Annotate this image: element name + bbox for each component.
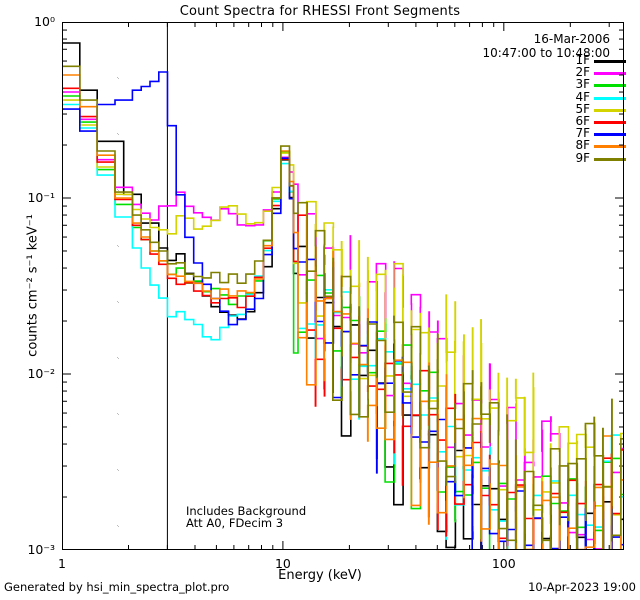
legend-item-1f: 1F bbox=[556, 53, 626, 68]
legend-color-swatch bbox=[594, 133, 626, 137]
legend-label: 9F bbox=[575, 150, 590, 165]
x-axis-label: Energy (keV) bbox=[278, 568, 362, 583]
x-tick-label: 100 bbox=[491, 556, 516, 571]
legend-color-swatch bbox=[594, 157, 626, 161]
render-timestamp: 10-Apr-2023 19:00 bbox=[528, 580, 636, 594]
observation-date: 16-Mar-2006 bbox=[533, 32, 610, 46]
legend-label: 7F bbox=[575, 126, 590, 141]
legend-color-swatch bbox=[594, 60, 626, 63]
legend-item-7f: 7F bbox=[556, 126, 626, 141]
y-tick-label: 10⁰ bbox=[34, 14, 55, 29]
legend-item-4f: 4F bbox=[556, 89, 626, 105]
plot-frame bbox=[62, 22, 624, 550]
attenuator-note: Att A0, FDecim 3 bbox=[186, 516, 284, 530]
generator-credit: Generated by hsi_min_spectra_plot.pro bbox=[4, 580, 230, 594]
legend-label: 4F bbox=[575, 89, 590, 104]
legend-label: 8F bbox=[575, 138, 590, 153]
legend-item-3f: 3F bbox=[556, 77, 626, 92]
legend-item-8f: 8F bbox=[556, 138, 626, 153]
legend-color-swatch bbox=[594, 120, 626, 124]
y-tick-label: 10⁻² bbox=[27, 366, 55, 381]
legend-label: 2F bbox=[575, 65, 590, 80]
background-note: Includes Background bbox=[186, 504, 307, 518]
legend-item-6f: 6F bbox=[556, 113, 626, 129]
legend-color-swatch bbox=[594, 145, 626, 149]
chart-plot-area: Includes Background Att A0, FDecim 3 bbox=[62, 22, 624, 550]
legend-label: 3F bbox=[575, 77, 590, 92]
x-tick-label: 1 bbox=[58, 556, 66, 571]
observation-interval: 10:47:00 to 10:48:00 bbox=[482, 46, 610, 60]
legend-label: 5F bbox=[575, 101, 590, 116]
legend-color-swatch bbox=[594, 84, 626, 88]
legend-label: 1F bbox=[575, 53, 590, 67]
y-tick-label: 10⁻¹ bbox=[27, 190, 55, 205]
spectrum-line-9f bbox=[62, 65, 624, 550]
legend-color-swatch bbox=[594, 96, 626, 100]
legend-item-5f: 5F bbox=[556, 101, 626, 117]
x-tick-label: 10 bbox=[274, 556, 291, 571]
legend-color-swatch bbox=[594, 108, 626, 112]
y-tick-label: 10⁻³ bbox=[27, 542, 55, 557]
legend-color-swatch bbox=[594, 72, 626, 76]
legend-item-2f: 2F bbox=[556, 65, 626, 80]
spectra-svg bbox=[62, 22, 624, 550]
legend: 1F 2F 3F 4F 5F 6F 7F 8F 9F bbox=[556, 53, 626, 166]
legend-label: 6F bbox=[575, 113, 590, 128]
legend-item-9f: 9F bbox=[556, 150, 626, 166]
page-title: Count Spectra for RHESSI Front Segments bbox=[179, 4, 461, 19]
